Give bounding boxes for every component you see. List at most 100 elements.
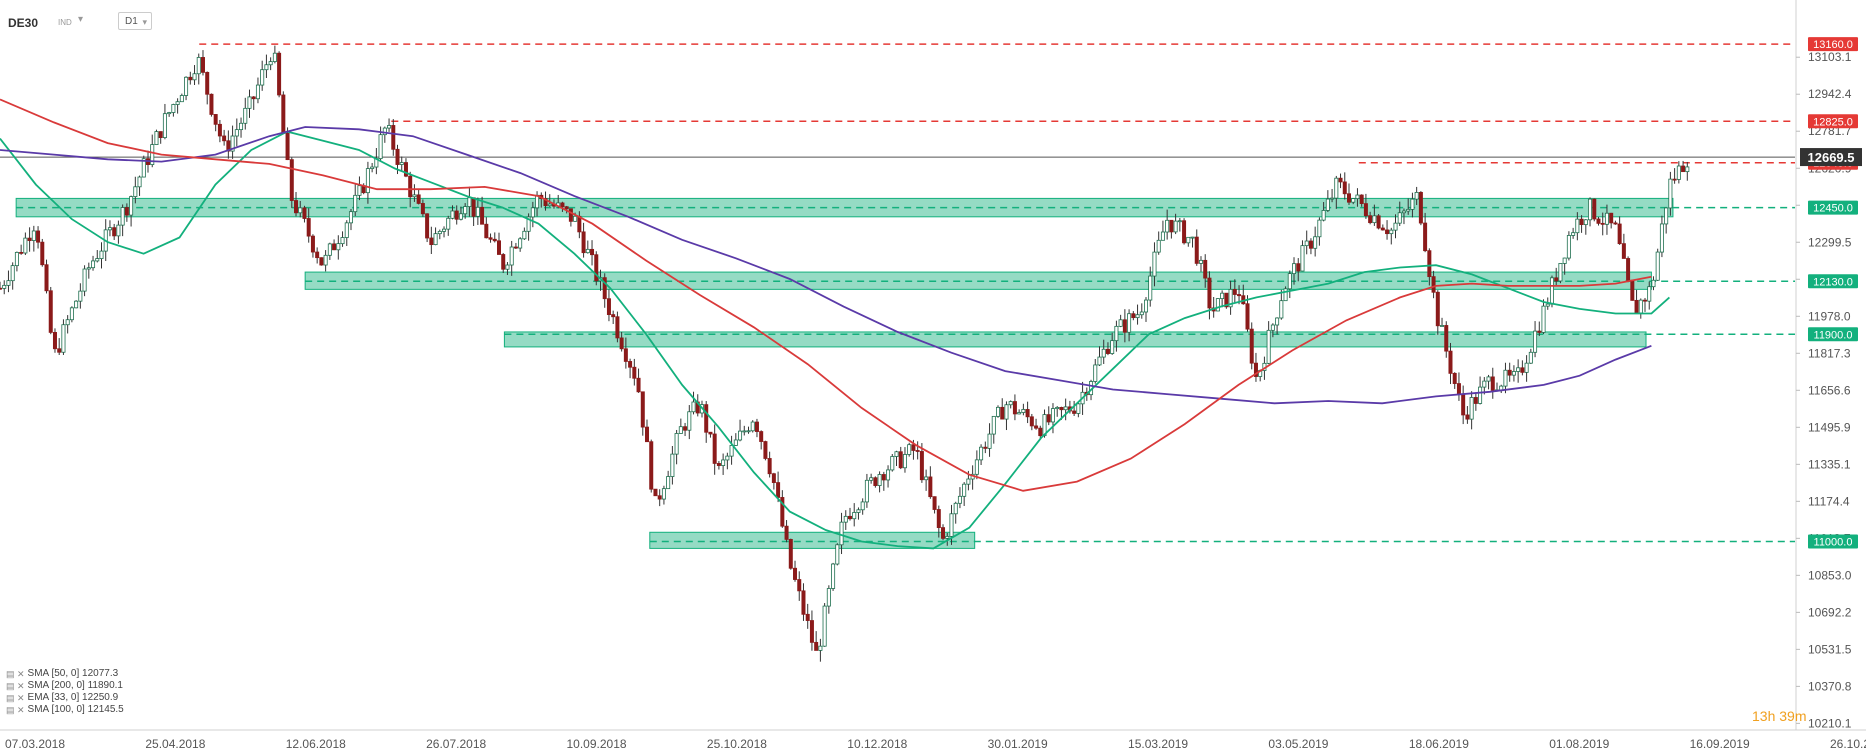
candle-body bbox=[924, 476, 929, 481]
candle-body bbox=[1401, 210, 1406, 214]
candle-body bbox=[805, 613, 810, 621]
candle-body bbox=[1427, 250, 1432, 278]
candle-body bbox=[298, 207, 303, 214]
candle-body bbox=[941, 527, 946, 539]
candle-body bbox=[209, 93, 214, 115]
timeframe-select[interactable]: D1 ▾ bbox=[118, 12, 152, 30]
level-badge bbox=[1808, 327, 1858, 342]
candle-body bbox=[788, 538, 793, 569]
candle-body bbox=[336, 243, 341, 251]
legend-settings-close-icon[interactable]: ▤ ✕ bbox=[6, 681, 25, 691]
y-tick-label: 11978.0 bbox=[1808, 309, 1851, 323]
candle-body bbox=[560, 202, 565, 208]
legend-entry[interactable]: ▤ ✕ EMA [33, 0] 12250.9 bbox=[6, 692, 124, 704]
candle-body bbox=[488, 237, 493, 240]
candle-body bbox=[1626, 258, 1631, 281]
candle-body bbox=[1537, 330, 1542, 333]
candle-body bbox=[657, 495, 662, 500]
candle-body bbox=[928, 476, 933, 498]
candle-body bbox=[348, 211, 353, 224]
candle-body bbox=[1596, 218, 1601, 224]
candle-body bbox=[835, 544, 840, 565]
candle-body bbox=[962, 483, 967, 497]
candle-body bbox=[69, 307, 74, 321]
candle-body bbox=[1368, 215, 1373, 224]
candle-body bbox=[577, 215, 582, 233]
y-tick-label: 12299.5 bbox=[1808, 235, 1852, 249]
legend-settings-close-icon[interactable]: ▤ ✕ bbox=[6, 693, 25, 703]
candle-body bbox=[289, 159, 294, 201]
candle-body bbox=[277, 52, 282, 96]
candle-body bbox=[1583, 219, 1588, 226]
candle-body bbox=[1038, 427, 1043, 437]
candle-body bbox=[497, 240, 502, 255]
candle-body bbox=[1469, 397, 1474, 420]
candle-body bbox=[1393, 222, 1398, 231]
candle-body bbox=[99, 250, 104, 259]
candle-body bbox=[957, 495, 962, 504]
candle-body bbox=[526, 216, 531, 232]
candle-body bbox=[1287, 273, 1292, 290]
candle-body bbox=[378, 134, 383, 160]
candle-body bbox=[1342, 181, 1347, 195]
candle-body bbox=[365, 168, 370, 194]
candle-body bbox=[945, 536, 950, 539]
y-tick-label: 12942.4 bbox=[1808, 87, 1852, 101]
legend-entry[interactable]: ▤ ✕ SMA [200, 0] 11890.1 bbox=[6, 680, 124, 692]
legend-settings-close-icon[interactable]: ▤ ✕ bbox=[6, 705, 25, 715]
candle-body bbox=[1237, 294, 1242, 297]
candle-body bbox=[272, 52, 277, 62]
candle-body bbox=[1575, 218, 1580, 234]
candle-body bbox=[1507, 369, 1512, 376]
candle-body bbox=[91, 260, 96, 269]
candle-body bbox=[200, 57, 205, 73]
candle-body bbox=[1389, 229, 1394, 235]
candle-body bbox=[1562, 257, 1567, 264]
candle-body bbox=[492, 238, 497, 242]
candle-body bbox=[1397, 212, 1402, 224]
candle-body bbox=[1266, 329, 1271, 364]
candle-body bbox=[213, 114, 218, 125]
candle-body bbox=[450, 210, 455, 219]
candle-body bbox=[1423, 222, 1428, 252]
candle-body bbox=[645, 426, 650, 443]
candle-body bbox=[454, 210, 459, 220]
y-tick-label: 11656.6 bbox=[1808, 383, 1851, 397]
candle-body bbox=[141, 158, 146, 178]
candle-body bbox=[188, 76, 193, 81]
legend-entry[interactable]: ▤ ✕ SMA [50, 0] 12077.3 bbox=[6, 668, 124, 680]
x-tick-label: 25.04.2018 bbox=[145, 737, 205, 751]
candle-body bbox=[27, 237, 32, 241]
candle-body bbox=[395, 148, 400, 165]
candle-body bbox=[14, 251, 19, 267]
candle-body bbox=[991, 415, 996, 435]
candle-body bbox=[594, 254, 599, 282]
candle-body bbox=[1105, 348, 1110, 354]
legend-label: SMA [100, 0] 12145.5 bbox=[27, 704, 124, 715]
candle-body bbox=[1025, 409, 1030, 418]
candle-body bbox=[1490, 376, 1495, 391]
candle-body bbox=[640, 391, 645, 428]
candle-body bbox=[1228, 289, 1233, 308]
candle-body bbox=[1533, 330, 1538, 353]
candle-body bbox=[716, 463, 721, 466]
candle-body bbox=[953, 502, 958, 515]
candle-body bbox=[1165, 219, 1170, 233]
candle-body bbox=[704, 404, 709, 433]
legend-entry[interactable]: ▤ ✕ SMA [100, 0] 12145.5 bbox=[6, 704, 124, 716]
candle-body bbox=[260, 69, 265, 86]
symbol-dropdown-icon[interactable]: ▾ bbox=[78, 14, 84, 25]
symbol-label[interactable]: DE30 bbox=[8, 16, 39, 30]
candle-body bbox=[323, 254, 328, 266]
legend-settings-close-icon[interactable]: ▤ ✕ bbox=[6, 669, 25, 679]
candle-body bbox=[1334, 177, 1339, 199]
candle-body bbox=[1461, 393, 1466, 416]
x-tick-label: 25.10.2018 bbox=[707, 737, 767, 751]
candle-body bbox=[1664, 207, 1669, 225]
candle-body bbox=[530, 207, 535, 218]
candle-body bbox=[192, 73, 197, 81]
candle-body bbox=[1296, 263, 1301, 272]
candle-body bbox=[1380, 227, 1385, 231]
candle-body bbox=[932, 496, 937, 510]
